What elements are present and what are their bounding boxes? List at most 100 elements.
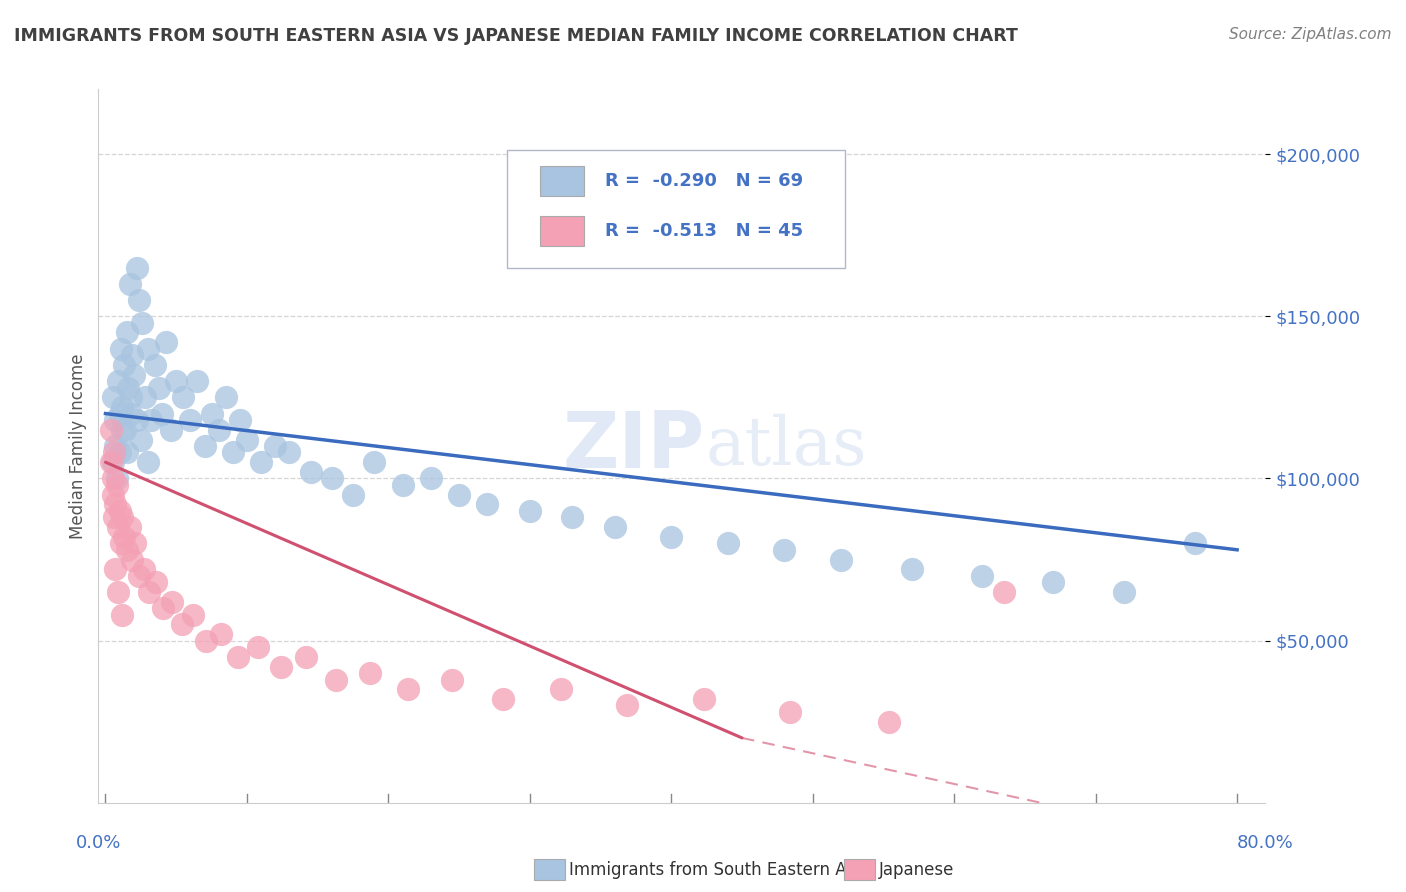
Point	[1184, 536, 1206, 550]
Point	[170, 617, 193, 632]
Point	[111, 607, 134, 622]
Bar	[540, 217, 583, 246]
Point	[104, 562, 127, 576]
Point	[148, 381, 170, 395]
Point	[215, 390, 238, 404]
Point	[103, 510, 125, 524]
Point	[131, 316, 153, 330]
Text: IMMIGRANTS FROM SOUTH EASTERN ASIA VS JAPANESE MEDIAN FAMILY INCOME CORRELATION : IMMIGRANTS FROM SOUTH EASTERN ASIA VS JA…	[14, 27, 1018, 45]
Point	[779, 705, 801, 719]
Point	[100, 455, 122, 469]
Point	[250, 455, 273, 469]
Point	[550, 682, 572, 697]
Point	[104, 439, 127, 453]
Point	[830, 552, 852, 566]
Point	[104, 413, 127, 427]
Bar	[540, 167, 583, 196]
Point	[228, 649, 250, 664]
Point	[659, 530, 682, 544]
Point	[134, 390, 156, 404]
Point	[396, 682, 419, 697]
Point	[264, 439, 287, 453]
Point	[138, 585, 160, 599]
Text: Immigrants from South Eastern Asia: Immigrants from South Eastern Asia	[569, 861, 870, 879]
Point	[110, 342, 132, 356]
Point	[128, 568, 150, 582]
Point	[125, 413, 148, 427]
Point	[179, 413, 201, 427]
Text: 0.0%: 0.0%	[76, 834, 121, 852]
Point	[136, 455, 159, 469]
Point	[120, 390, 142, 404]
Text: atlas: atlas	[706, 413, 866, 479]
Point	[321, 471, 343, 485]
Point	[492, 692, 515, 706]
Point	[107, 374, 129, 388]
Text: 80.0%: 80.0%	[1237, 834, 1294, 852]
Point	[342, 488, 364, 502]
Point	[120, 407, 142, 421]
Y-axis label: Median Family Income: Median Family Income	[69, 353, 87, 539]
Point	[101, 390, 124, 404]
Point	[104, 497, 127, 511]
Point	[108, 504, 131, 518]
Point	[111, 400, 134, 414]
Text: ZIP: ZIP	[562, 408, 706, 484]
Point	[100, 423, 122, 437]
Point	[122, 368, 145, 382]
Text: Japanese: Japanese	[879, 861, 955, 879]
Point	[110, 536, 132, 550]
Point	[693, 692, 716, 706]
Point	[616, 698, 638, 713]
Point	[125, 260, 148, 275]
Point	[139, 413, 162, 427]
Point	[115, 542, 138, 557]
Text: R =  -0.513   N = 45: R = -0.513 N = 45	[605, 222, 803, 240]
Point	[325, 673, 347, 687]
Point	[124, 536, 146, 550]
Point	[105, 471, 128, 485]
Point	[1112, 585, 1135, 599]
Point	[200, 407, 222, 421]
Point	[193, 439, 215, 453]
Point	[561, 510, 583, 524]
Point	[108, 407, 131, 421]
Point	[208, 423, 231, 437]
Point	[115, 445, 138, 459]
Point	[155, 335, 177, 350]
Point	[105, 478, 128, 492]
Point	[211, 627, 233, 641]
Point	[972, 568, 994, 582]
Point	[449, 488, 471, 502]
Point	[181, 607, 204, 622]
Point	[128, 293, 150, 307]
Point	[132, 562, 155, 576]
Point	[194, 633, 217, 648]
Point	[278, 445, 301, 459]
Point	[101, 488, 124, 502]
Point	[107, 520, 129, 534]
Point	[129, 433, 152, 447]
Point	[717, 536, 740, 550]
Point	[143, 358, 166, 372]
Point	[603, 520, 626, 534]
Point	[270, 659, 292, 673]
Point	[165, 374, 187, 388]
Text: Source: ZipAtlas.com: Source: ZipAtlas.com	[1229, 27, 1392, 42]
Point	[993, 585, 1015, 599]
Point	[160, 595, 183, 609]
Point	[111, 423, 134, 437]
Point	[900, 562, 922, 576]
Point	[172, 390, 194, 404]
Point	[108, 445, 131, 459]
Point	[877, 714, 900, 729]
Point	[107, 585, 129, 599]
Point	[363, 455, 385, 469]
Point	[441, 673, 464, 687]
Point	[391, 478, 413, 492]
Point	[115, 326, 138, 340]
Text: R =  -0.290   N = 69: R = -0.290 N = 69	[605, 172, 803, 190]
Point	[773, 542, 796, 557]
FancyBboxPatch shape	[508, 150, 845, 268]
Point	[117, 381, 139, 395]
